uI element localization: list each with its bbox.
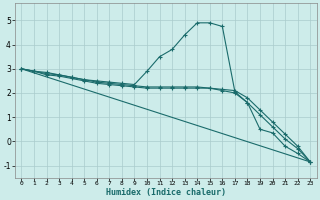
X-axis label: Humidex (Indice chaleur): Humidex (Indice chaleur) (106, 188, 226, 197)
